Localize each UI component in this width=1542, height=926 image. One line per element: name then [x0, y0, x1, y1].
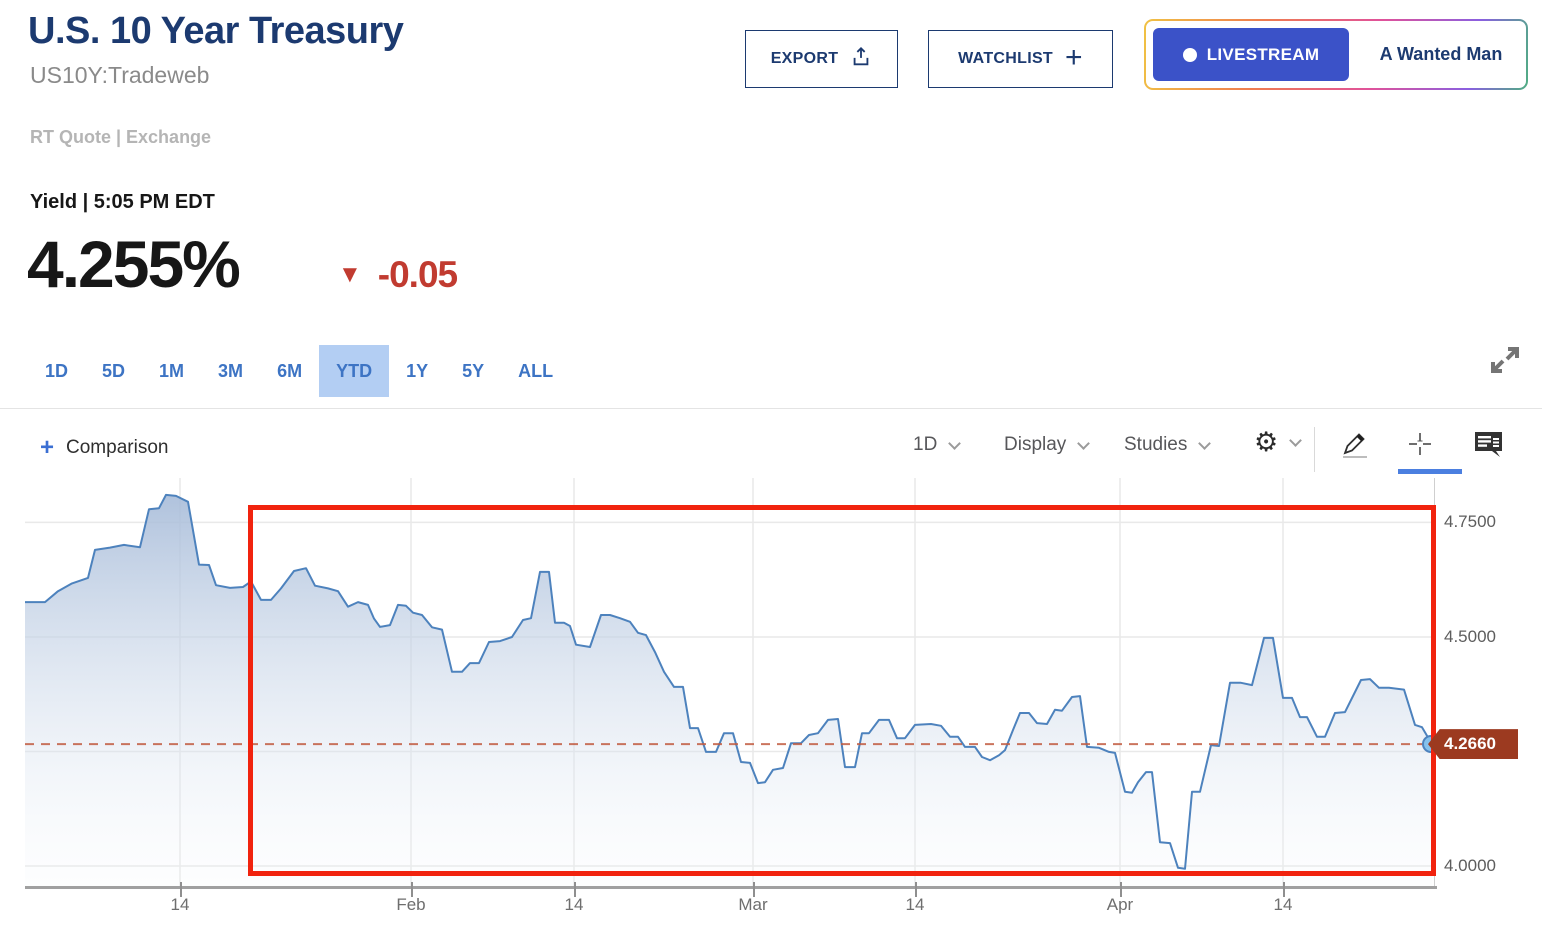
tab-5d[interactable]: 5D [102, 361, 126, 381]
x-axis-label: 14 [905, 895, 925, 914]
page-title: U.S. 10 Year Treasury [28, 10, 404, 52]
current-yield: 4.255% [27, 227, 241, 301]
divider [0, 408, 1542, 409]
live-dot-icon [1182, 47, 1197, 62]
chevron-down-icon [1198, 436, 1212, 450]
x-axis-label: 14 [564, 895, 584, 914]
studies-dropdown[interactable]: Studies [1124, 434, 1212, 456]
y-axis-label: 4.5000 [1444, 626, 1496, 646]
livestream-label: LIVESTREAM [1206, 44, 1320, 64]
x-axis-tick [180, 882, 182, 897]
x-axis-label: 14 [1273, 895, 1293, 914]
settings-dropdown[interactable]: ⚙ [1254, 427, 1303, 457]
interval-label: 1D [913, 434, 938, 455]
toolbar-divider [1314, 427, 1315, 472]
draw-tool-button[interactable] [1341, 430, 1368, 462]
x-axis-tick [915, 882, 917, 897]
studies-label: Studies [1124, 434, 1188, 455]
chevron-down-icon [948, 436, 962, 450]
x-axis-label: 14 [170, 895, 190, 914]
watchlist-button-label: WATCHLIST [958, 50, 1053, 67]
down-arrow-icon: ▼ [338, 261, 362, 288]
crosshair-tool-button[interactable] [1406, 430, 1434, 463]
chevron-down-icon [1077, 436, 1091, 450]
x-axis-label: Feb [396, 895, 426, 914]
comment-icon [1473, 432, 1504, 462]
range-tabs: 1D 5D 1M 3M 6M YTD 1Y 5Y ALL [28, 345, 570, 397]
comment-tool-button[interactable] [1473, 430, 1504, 463]
tab-6m[interactable]: 6M [277, 361, 303, 381]
pencil-baseline [1343, 456, 1367, 458]
tab-all[interactable]: ALL [518, 361, 554, 381]
active-tool-indicator [1398, 469, 1462, 474]
x-axis-label: Mar [738, 895, 768, 914]
last-price-badge: 4.2660 [1428, 729, 1518, 760]
quote-source: RT Quote | Exchange [30, 127, 212, 147]
x-axis-tick [753, 882, 755, 897]
livestream-widget: LIVESTREAM A Wanted Man [1144, 19, 1528, 90]
price-change: ▼ -0.05 [338, 254, 458, 296]
export-button[interactable]: EXPORT [745, 30, 898, 88]
display-label: Display [1004, 434, 1067, 455]
tab-ytd[interactable]: YTD [319, 345, 390, 397]
comparison-label: Comparison [66, 437, 169, 458]
highlight-annotation-box [248, 505, 1436, 876]
interval-dropdown[interactable]: 1D [913, 434, 962, 456]
export-button-label: EXPORT [770, 50, 839, 67]
tab-1y[interactable]: 1Y [406, 361, 429, 381]
x-axis-line [25, 886, 1437, 889]
tab-5y[interactable]: 5Y [462, 361, 485, 381]
crosshair-icon [1406, 433, 1434, 462]
chevron-down-icon [1289, 434, 1303, 447]
instrument-symbol: US10Y:Tradeweb [30, 62, 210, 88]
tab-1d[interactable]: 1D [45, 361, 69, 381]
pencil-icon [1341, 433, 1368, 461]
expand-chart-icon[interactable] [1486, 341, 1524, 384]
watchlist-button[interactable]: WATCHLIST + [928, 30, 1113, 88]
x-axis-tick [574, 882, 576, 897]
tab-1m[interactable]: 1M [159, 361, 185, 381]
x-axis-label: Apr [1106, 895, 1134, 914]
plus-icon: + [1065, 40, 1083, 74]
y-axis-label: 4.0000 [1444, 856, 1496, 875]
display-dropdown[interactable]: Display [1004, 434, 1091, 456]
export-icon [850, 46, 872, 73]
x-axis-tick [1120, 882, 1122, 897]
x-axis-tick [411, 882, 413, 897]
yield-chart[interactable] [0, 478, 1434, 888]
x-axis-tick [1283, 882, 1285, 897]
plus-icon: + [40, 434, 55, 461]
y-axis-label: 4.7500 [1444, 512, 1496, 532]
livestream-show-title: A Wanted Man [1379, 44, 1503, 64]
livestream-button[interactable]: LIVESTREAM [1153, 28, 1349, 81]
change-value: -0.05 [377, 254, 458, 295]
metric-timestamp: Yield | 5:05 PM EDT [30, 191, 215, 213]
gear-icon: ⚙ [1254, 427, 1279, 457]
tab-3m[interactable]: 3M [218, 361, 244, 381]
add-comparison-button[interactable]: + Comparison [40, 436, 168, 460]
